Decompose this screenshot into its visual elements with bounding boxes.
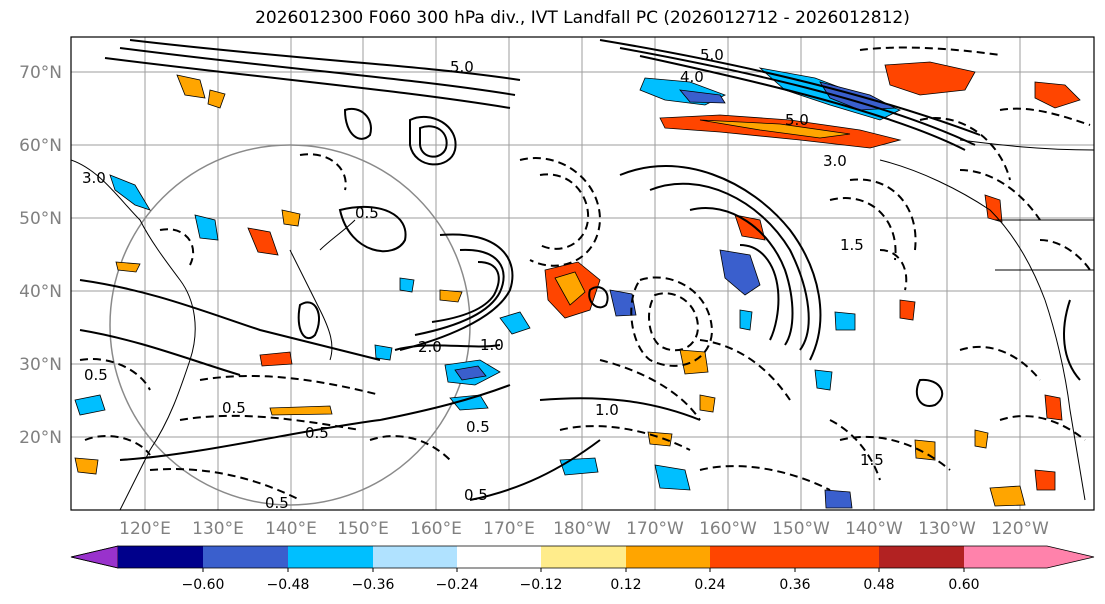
colorbar-extension-left: [70, 545, 119, 569]
divergence-shading: [74, 61, 1081, 509]
colorbar-segment: [710, 546, 795, 568]
colorbar-segment: [373, 546, 457, 568]
contour-labels: 5.0 5.0 4.0 5.0 3.0 3.0 2.0 1.0 1.0 0.5 …: [82, 46, 884, 512]
lat-label: 60°N: [19, 136, 62, 156]
colorbar-segment: [795, 546, 879, 568]
contour-label: 5.0: [785, 111, 809, 129]
lon-label: 130°E: [192, 519, 244, 539]
colorbar-segment: [288, 546, 373, 568]
contour-label: 1.0: [595, 401, 619, 419]
contour-label: 0.5: [265, 494, 289, 512]
contour-label: 1.5: [860, 451, 884, 469]
contour-label: 0.5: [84, 366, 108, 384]
contour-label: 5.0: [450, 58, 474, 76]
lon-label: 130°W: [918, 519, 976, 539]
colorbar-ticks: [202, 568, 965, 572]
latitude-labels: 70°N 60°N 50°N 40°N 30°N 20°N: [19, 63, 62, 448]
contour-label: 0.5: [466, 418, 490, 436]
colorbar-tick-label: 0.24: [694, 577, 725, 593]
lon-label: 140°W: [845, 519, 903, 539]
contour-label: 3.0: [823, 152, 847, 170]
colorbar-extension-right: [964, 546, 1094, 568]
colorbar-segment: [457, 546, 541, 568]
colorbar-tick-label: 0.60: [948, 577, 979, 593]
contour-label: 0.5: [464, 486, 488, 504]
lon-label: 150°W: [772, 519, 830, 539]
contour-label: 0.5: [355, 204, 379, 222]
colorbar-tick-label: −0.36: [352, 577, 395, 593]
colorbar: −0.60 −0.48 −0.36 −0.24 −0.12 0.12 0.24 …: [70, 545, 1095, 593]
lon-label: 180°W: [553, 519, 611, 539]
contour-label: 3.0: [82, 169, 106, 187]
lon-label: 160°E: [410, 519, 462, 539]
colorbar-segment: [626, 546, 710, 568]
lat-label: 50°N: [19, 209, 62, 229]
contour-label: 1.0: [480, 336, 504, 354]
colorbar-tick-label: 0.36: [779, 577, 810, 593]
coastlines: [71, 139, 1094, 510]
colorbar-segment: [541, 546, 626, 568]
page-title: 2026012300 F060 300 hPa div., IVT Landfa…: [255, 8, 910, 28]
gridlines: [71, 37, 1094, 510]
contour-label: 2.0: [418, 338, 442, 356]
lat-label: 70°N: [19, 63, 62, 83]
lon-label: 150°E: [337, 519, 389, 539]
lat-label: 40°N: [19, 282, 62, 302]
colorbar-tick-label: 0.12: [610, 577, 641, 593]
divergence-dashed-contours: [79, 46, 1091, 501]
colorbar-tick-label: −0.12: [520, 577, 563, 593]
colorbar-tick-label: 0.48: [863, 577, 894, 593]
lat-label: 30°N: [19, 355, 62, 375]
contour-label: 1.5: [840, 236, 864, 254]
colorbar-segment: [879, 546, 964, 568]
lon-label: 140°E: [265, 519, 317, 539]
lon-label: 160°W: [699, 519, 757, 539]
ivt-solid-contours: [79, 39, 1081, 501]
longitude-labels: 120°E 130°E 140°E 150°E 160°E 170°E 180°…: [119, 519, 1049, 539]
colorbar-segment: [203, 546, 288, 568]
colorbar-tick-label: −0.60: [182, 577, 225, 593]
contour-label: 5.0: [700, 46, 724, 64]
contour-label: 0.5: [305, 424, 329, 442]
lon-label: 120°E: [119, 519, 171, 539]
colorbar-segment: [118, 546, 203, 568]
contour-label: 4.0: [680, 68, 704, 86]
colorbar-tick-label: −0.24: [436, 577, 479, 593]
map-panel: 5.0 5.0 4.0 5.0 3.0 3.0 2.0 1.0 1.0 0.5 …: [70, 36, 1095, 512]
contour-label: 0.5: [222, 399, 246, 417]
lat-label: 20°N: [19, 428, 62, 448]
lon-label: 120°W: [991, 519, 1049, 539]
lon-label: 170°E: [483, 519, 535, 539]
lon-label: 170°W: [626, 519, 684, 539]
colorbar-tick-label: −0.48: [267, 577, 310, 593]
